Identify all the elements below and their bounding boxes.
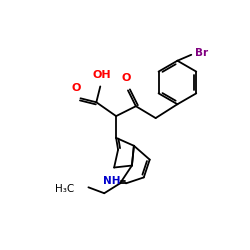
Text: O: O [72,83,81,93]
Text: OH: OH [93,70,112,80]
Text: H₃C: H₃C [55,184,74,194]
Text: O: O [121,74,131,84]
Text: NH: NH [104,176,121,186]
Text: Br: Br [195,48,208,58]
